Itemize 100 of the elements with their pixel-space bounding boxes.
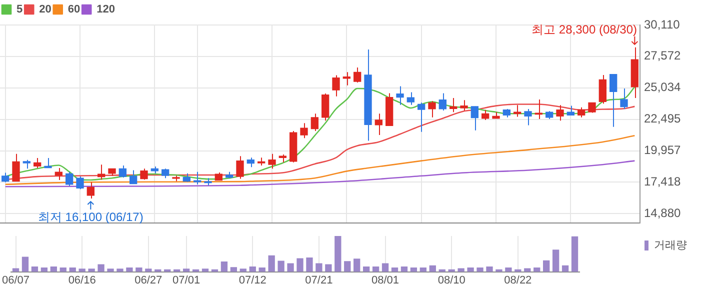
legend-label: 거래량 xyxy=(654,240,687,252)
legend-label: 60 xyxy=(68,4,80,16)
bar xyxy=(552,250,560,272)
bar xyxy=(505,268,512,272)
x-tick-label: 08/10 xyxy=(438,274,466,286)
x-tick-label: 07/01 xyxy=(172,274,200,286)
candlestick xyxy=(130,170,138,184)
candlestick xyxy=(268,153,276,170)
bar xyxy=(249,266,256,272)
y-tick-label: 14,880 xyxy=(644,206,682,220)
bar xyxy=(116,268,124,272)
candlestick xyxy=(396,86,404,106)
candlestick xyxy=(566,105,574,116)
x-tick-label: 08/22 xyxy=(504,274,532,286)
candlestick xyxy=(66,171,74,186)
candlestick xyxy=(556,104,564,122)
bar xyxy=(306,258,313,272)
bar xyxy=(78,268,86,272)
bar xyxy=(524,268,531,272)
x-tick-label: 07/21 xyxy=(305,274,333,286)
bar xyxy=(69,268,76,272)
bar xyxy=(362,266,370,272)
bar xyxy=(382,263,389,272)
line-series xyxy=(4,160,636,188)
bar xyxy=(12,268,20,272)
candlestick xyxy=(34,157,42,169)
bar xyxy=(325,264,332,272)
bar xyxy=(543,260,550,272)
bar xyxy=(268,255,275,272)
y-tick-label: 27,572 xyxy=(644,48,682,63)
bar xyxy=(60,268,66,272)
candlestick xyxy=(428,100,436,118)
candlestick xyxy=(470,106,478,131)
bar xyxy=(258,268,266,272)
bar xyxy=(126,268,133,272)
y-tick-label: 22,495 xyxy=(644,112,682,126)
candlestick xyxy=(310,113,318,132)
candlestick xyxy=(140,168,148,180)
bar xyxy=(296,258,304,272)
candlestick xyxy=(54,168,62,180)
candlestick xyxy=(300,122,308,139)
bar xyxy=(230,267,238,272)
candlestick xyxy=(322,93,330,122)
candlestick xyxy=(2,172,10,183)
legend-label: 20 xyxy=(39,4,52,16)
bar xyxy=(278,260,284,272)
y-tick-label: 30,110 xyxy=(644,17,680,32)
bar xyxy=(486,266,493,272)
candlestick xyxy=(118,165,126,178)
candlestick xyxy=(342,72,350,86)
annotation: 최저 16,100 (06/17) xyxy=(38,210,144,224)
x-tick-label: 06/27 xyxy=(134,274,162,286)
bar xyxy=(40,268,48,272)
bar xyxy=(391,268,398,272)
bar xyxy=(316,263,322,272)
bar xyxy=(88,268,95,272)
bar xyxy=(22,256,29,272)
candlestick xyxy=(406,92,414,106)
bar xyxy=(372,266,380,272)
bar xyxy=(98,264,104,272)
candlestick xyxy=(246,157,254,168)
bar xyxy=(344,261,351,272)
candlestick xyxy=(524,108,532,126)
bar xyxy=(50,266,57,272)
candlestick xyxy=(86,182,94,200)
bar xyxy=(107,268,114,272)
bar xyxy=(220,261,228,272)
bar xyxy=(182,268,190,272)
line-series xyxy=(4,135,636,186)
bar xyxy=(145,268,152,272)
candlestick xyxy=(76,176,84,190)
candlestick xyxy=(418,102,426,132)
candlestick xyxy=(482,109,490,120)
bar xyxy=(240,268,246,272)
bar xyxy=(429,265,436,272)
bar xyxy=(136,268,142,272)
bar xyxy=(354,258,360,272)
candlestick xyxy=(450,97,458,113)
candlestick xyxy=(332,74,340,97)
candlestick xyxy=(438,92,446,112)
bar xyxy=(571,236,578,272)
bar xyxy=(410,268,418,272)
candlestick xyxy=(236,156,244,180)
y-tick-label: 25,034 xyxy=(644,80,682,94)
bar xyxy=(400,266,408,272)
x-tick-label: 06/16 xyxy=(68,274,96,286)
bar xyxy=(31,266,38,272)
bar xyxy=(458,268,464,272)
x-tick-label: 08/01 xyxy=(372,274,400,286)
bar xyxy=(420,268,426,272)
candlestick xyxy=(98,164,106,180)
candlestick xyxy=(620,88,628,110)
legend-label: 5 xyxy=(16,4,23,16)
y-tick-label: 17,418 xyxy=(644,174,682,189)
bar xyxy=(287,263,294,272)
candlestick xyxy=(374,113,382,136)
bar xyxy=(467,268,474,272)
candlestick xyxy=(162,168,170,179)
candlestick xyxy=(534,99,542,120)
candlestick xyxy=(598,74,606,104)
